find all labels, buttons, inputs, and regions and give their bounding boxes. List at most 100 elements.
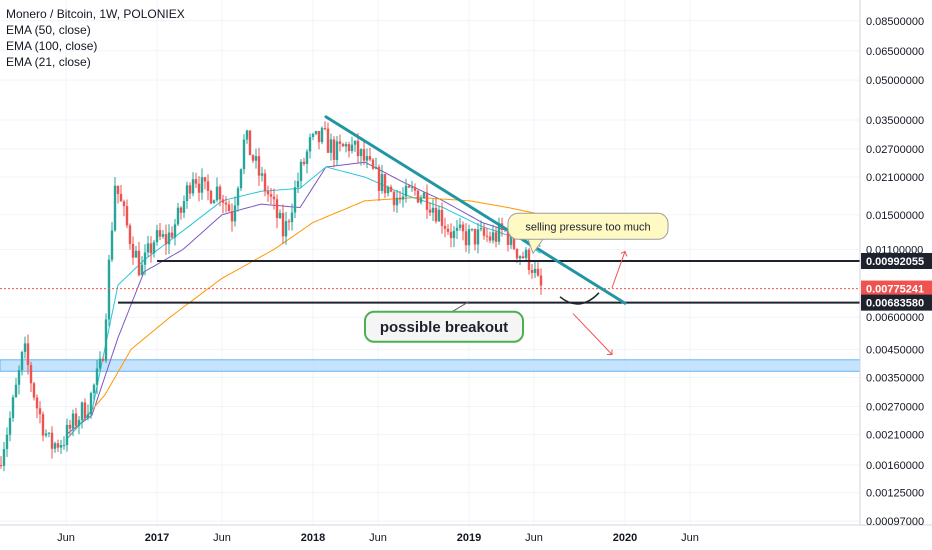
- candle-body: [116, 185, 120, 194]
- candle-body: [257, 156, 261, 176]
- candle-body: [281, 212, 285, 237]
- callout-selling-pressure[interactable]: selling pressure too much: [507, 212, 669, 255]
- candle-body: [398, 197, 402, 200]
- candle-body: [278, 212, 282, 219]
- candle-body: [74, 413, 78, 426]
- candle-body: [107, 259, 111, 320]
- candle-body: [23, 343, 27, 352]
- candle-body: [26, 343, 30, 366]
- candle-body: [338, 141, 342, 144]
- down-arrow-head: [607, 349, 613, 355]
- up-arrow-line: [611, 251, 626, 289]
- price-tags: 0.00775241 0.00992055 0.00683580: [861, 252, 932, 311]
- candle-body: [458, 224, 462, 228]
- candle-body: [308, 137, 312, 152]
- candle-body: [191, 179, 195, 194]
- price-tick-label: 0.00270000: [866, 402, 924, 414]
- price-tick-label: 0.02700000: [866, 144, 924, 156]
- price-axis[interactable]: 0.08500000 0.06500000 0.05000000 0.03500000…: [866, 16, 924, 528]
- candle-body: [422, 192, 426, 199]
- legend-title: Monero / Bitcoin, 1W, POLONIEX: [6, 7, 185, 21]
- candle-body: [362, 149, 366, 161]
- candle-body: [179, 207, 183, 213]
- candle-body: [407, 185, 411, 188]
- candle-body: [209, 190, 213, 204]
- candle-body: [437, 209, 441, 222]
- candle-body: [323, 128, 327, 130]
- candle-body: [242, 139, 246, 170]
- candle-body: [374, 166, 378, 169]
- candle-body: [218, 186, 222, 200]
- candles: [0, 121, 543, 472]
- candle-body: [485, 235, 489, 237]
- candle-body: [215, 186, 219, 201]
- time-tick-label: Jun: [369, 532, 387, 544]
- price-tag-current-bg: [861, 280, 932, 297]
- breakout-arc: [559, 292, 600, 305]
- candle-body: [341, 143, 345, 147]
- candle-body: [506, 229, 510, 245]
- candle-body: [416, 190, 420, 203]
- candle-body: [188, 185, 192, 194]
- candle-body: [293, 187, 297, 213]
- callout-possible-breakout[interactable]: possible breakout: [364, 301, 524, 343]
- descending-trendline[interactable]: [324, 115, 627, 305]
- candle-body: [200, 177, 204, 193]
- time-axis[interactable]: Jun 2017 Jun 2018 Jun 2019 Jun 2020 Jun: [57, 532, 699, 544]
- candle-body: [227, 204, 231, 212]
- callout-pointer: [451, 301, 470, 313]
- candle-body: [83, 402, 87, 419]
- candle-body: [146, 243, 150, 253]
- candle-body: [434, 207, 438, 222]
- candle-body: [113, 185, 117, 231]
- candle-body: [527, 249, 531, 270]
- candle-body: [143, 252, 147, 265]
- candle-body: [410, 187, 414, 189]
- candle-body: [524, 249, 528, 259]
- candle-body: [38, 408, 42, 415]
- candle-body: [518, 256, 522, 259]
- candle-body: [29, 365, 33, 384]
- candle-body: [443, 225, 447, 229]
- candle-body: [59, 445, 63, 448]
- candle-body: [233, 205, 237, 222]
- candle-body: [62, 445, 66, 447]
- candle-body: [17, 370, 21, 385]
- candle-body: [89, 393, 93, 415]
- candle-body: [428, 209, 432, 213]
- candle-body: [365, 156, 369, 161]
- time-tick-label: 2020: [613, 532, 637, 544]
- candle-body: [5, 434, 9, 450]
- candle-body: [452, 230, 456, 239]
- price-tick-label: 0.00210000: [866, 430, 924, 442]
- candle-body: [419, 198, 423, 203]
- candle-body: [77, 419, 81, 426]
- candle-body: [92, 384, 96, 394]
- price-tick-label: 0.01500000: [866, 210, 924, 222]
- candle-body: [389, 186, 393, 192]
- candle-body: [152, 242, 156, 254]
- candle-body: [335, 141, 339, 160]
- legend-ema-100: EMA (100, close): [6, 39, 98, 53]
- candle-body: [536, 268, 540, 276]
- candle-body: [488, 236, 492, 241]
- candle-body: [296, 181, 300, 188]
- candle-body: [50, 432, 54, 449]
- candle-body: [491, 232, 495, 241]
- candle-body: [260, 173, 264, 176]
- price-tick-label: 0.08500000: [866, 16, 924, 28]
- candle-body: [221, 199, 225, 203]
- candle-body: [119, 193, 123, 202]
- callout-box: [507, 212, 669, 240]
- candle-body: [182, 201, 186, 213]
- candle-body: [482, 228, 486, 236]
- candle-body: [455, 227, 459, 231]
- candle-body: [317, 131, 321, 143]
- candle-body: [251, 155, 255, 161]
- price-tag-support-bg: [861, 294, 932, 311]
- candle-body: [8, 417, 12, 435]
- candle-body: [350, 144, 354, 152]
- candle-body: [149, 243, 153, 254]
